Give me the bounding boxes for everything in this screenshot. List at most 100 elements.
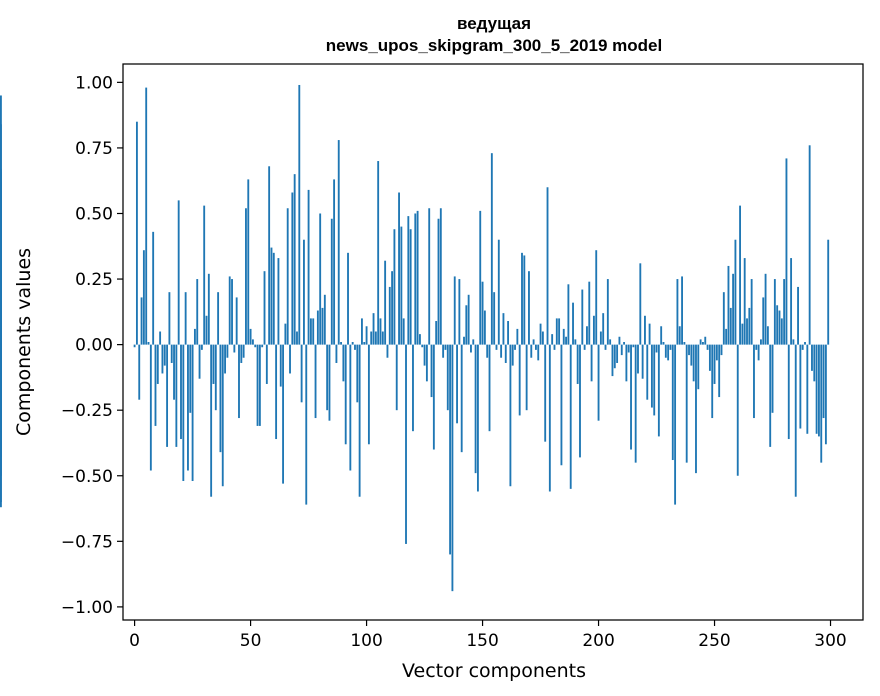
bar-173 xyxy=(534,344,537,350)
y-tick-label: 1.00 xyxy=(75,73,113,93)
bar-98 xyxy=(361,318,363,345)
bar-245 xyxy=(702,342,704,345)
bar-279 xyxy=(780,318,783,345)
bar-62 xyxy=(277,258,280,345)
bar-97 xyxy=(358,344,361,497)
bar-197 xyxy=(590,344,593,382)
bar-73 xyxy=(303,239,305,345)
bar-281 xyxy=(785,158,788,345)
bar-undefined xyxy=(0,124,2,345)
bar-218 xyxy=(639,263,642,345)
bar-59 xyxy=(270,247,273,345)
bar-101 xyxy=(367,344,370,445)
bar-164 xyxy=(514,344,516,350)
bar-185 xyxy=(562,328,565,345)
bar-190 xyxy=(574,339,577,345)
bar-258 xyxy=(732,273,735,345)
bar-240 xyxy=(690,344,693,366)
bar-63 xyxy=(279,344,282,387)
bar-106 xyxy=(379,318,382,345)
bar-130 xyxy=(435,321,438,345)
bar-104 xyxy=(374,331,377,345)
bar-14 xyxy=(166,344,169,447)
bar-274 xyxy=(769,344,772,447)
bar-257 xyxy=(729,307,732,345)
bar-270 xyxy=(760,339,762,345)
bar-158 xyxy=(500,344,503,358)
bar-246 xyxy=(704,336,707,345)
bar-162 xyxy=(509,344,512,487)
bar-112 xyxy=(393,229,396,345)
bar-206 xyxy=(611,344,614,377)
bar-211 xyxy=(623,342,625,345)
bar-52 xyxy=(254,344,257,348)
bar-152 xyxy=(486,344,489,358)
bar-184 xyxy=(560,344,563,466)
bar-95 xyxy=(354,344,356,350)
bar-264 xyxy=(746,318,748,345)
bar-35 xyxy=(214,344,217,411)
bar-229 xyxy=(664,344,667,358)
bar-202 xyxy=(602,313,605,345)
bar-32 xyxy=(207,273,210,345)
x-tick-label: 300 xyxy=(814,631,846,651)
bar-223 xyxy=(650,344,653,408)
bar-200 xyxy=(597,344,600,421)
bar-147 xyxy=(474,344,477,474)
bar-96 xyxy=(356,344,359,403)
bar-124 xyxy=(421,344,424,348)
bar-64 xyxy=(282,344,284,484)
bar-154 xyxy=(490,153,493,345)
bar-92 xyxy=(347,252,349,345)
bar-76 xyxy=(309,318,312,345)
bar-107 xyxy=(381,331,384,345)
bar-298 xyxy=(824,344,827,445)
bar-46 xyxy=(240,344,243,363)
bar-135 xyxy=(446,344,449,411)
bar-188 xyxy=(569,344,572,489)
bar-105 xyxy=(377,161,380,345)
bar-148 xyxy=(476,344,479,492)
bar-140 xyxy=(458,279,461,345)
bar-8 xyxy=(152,231,155,345)
bar-288 xyxy=(801,344,804,350)
bar-192 xyxy=(579,344,581,458)
bar-230 xyxy=(667,344,670,361)
bar-175 xyxy=(539,323,542,345)
bar-236 xyxy=(681,276,683,345)
bar-81 xyxy=(321,307,324,345)
bar-145 xyxy=(470,344,472,353)
bar-102 xyxy=(370,331,373,345)
bar-131 xyxy=(437,218,440,345)
bar-110 xyxy=(388,286,391,345)
bar-212 xyxy=(625,344,628,382)
bar-45 xyxy=(238,344,240,419)
bar-43 xyxy=(233,344,236,353)
bar-128 xyxy=(430,344,433,398)
bar-284 xyxy=(792,339,795,345)
bar-157 xyxy=(497,239,500,345)
bar-180 xyxy=(551,334,554,345)
bar-178 xyxy=(546,187,549,345)
bar-5 xyxy=(145,87,148,345)
x-axis-label: Vector components xyxy=(402,660,586,682)
bar-237 xyxy=(683,342,686,345)
bar-93 xyxy=(349,344,352,471)
bar-179 xyxy=(548,344,551,492)
bar-181 xyxy=(553,344,556,350)
bar-226 xyxy=(657,344,660,437)
x-ticks-group: 0 50 100 150 200 250 300 xyxy=(129,620,847,651)
bar-294 xyxy=(815,344,818,434)
bar-36 xyxy=(217,292,220,345)
bar-277 xyxy=(776,305,779,345)
bar-142 xyxy=(463,336,465,345)
bar-79 xyxy=(316,310,319,345)
bar-53 xyxy=(256,344,259,426)
y-axis-label: Components values xyxy=(13,248,35,436)
bar-239 xyxy=(688,344,690,356)
bar-182 xyxy=(555,318,558,345)
bar-262 xyxy=(741,323,744,345)
bar-68 xyxy=(291,192,294,345)
bar-126 xyxy=(425,344,428,382)
